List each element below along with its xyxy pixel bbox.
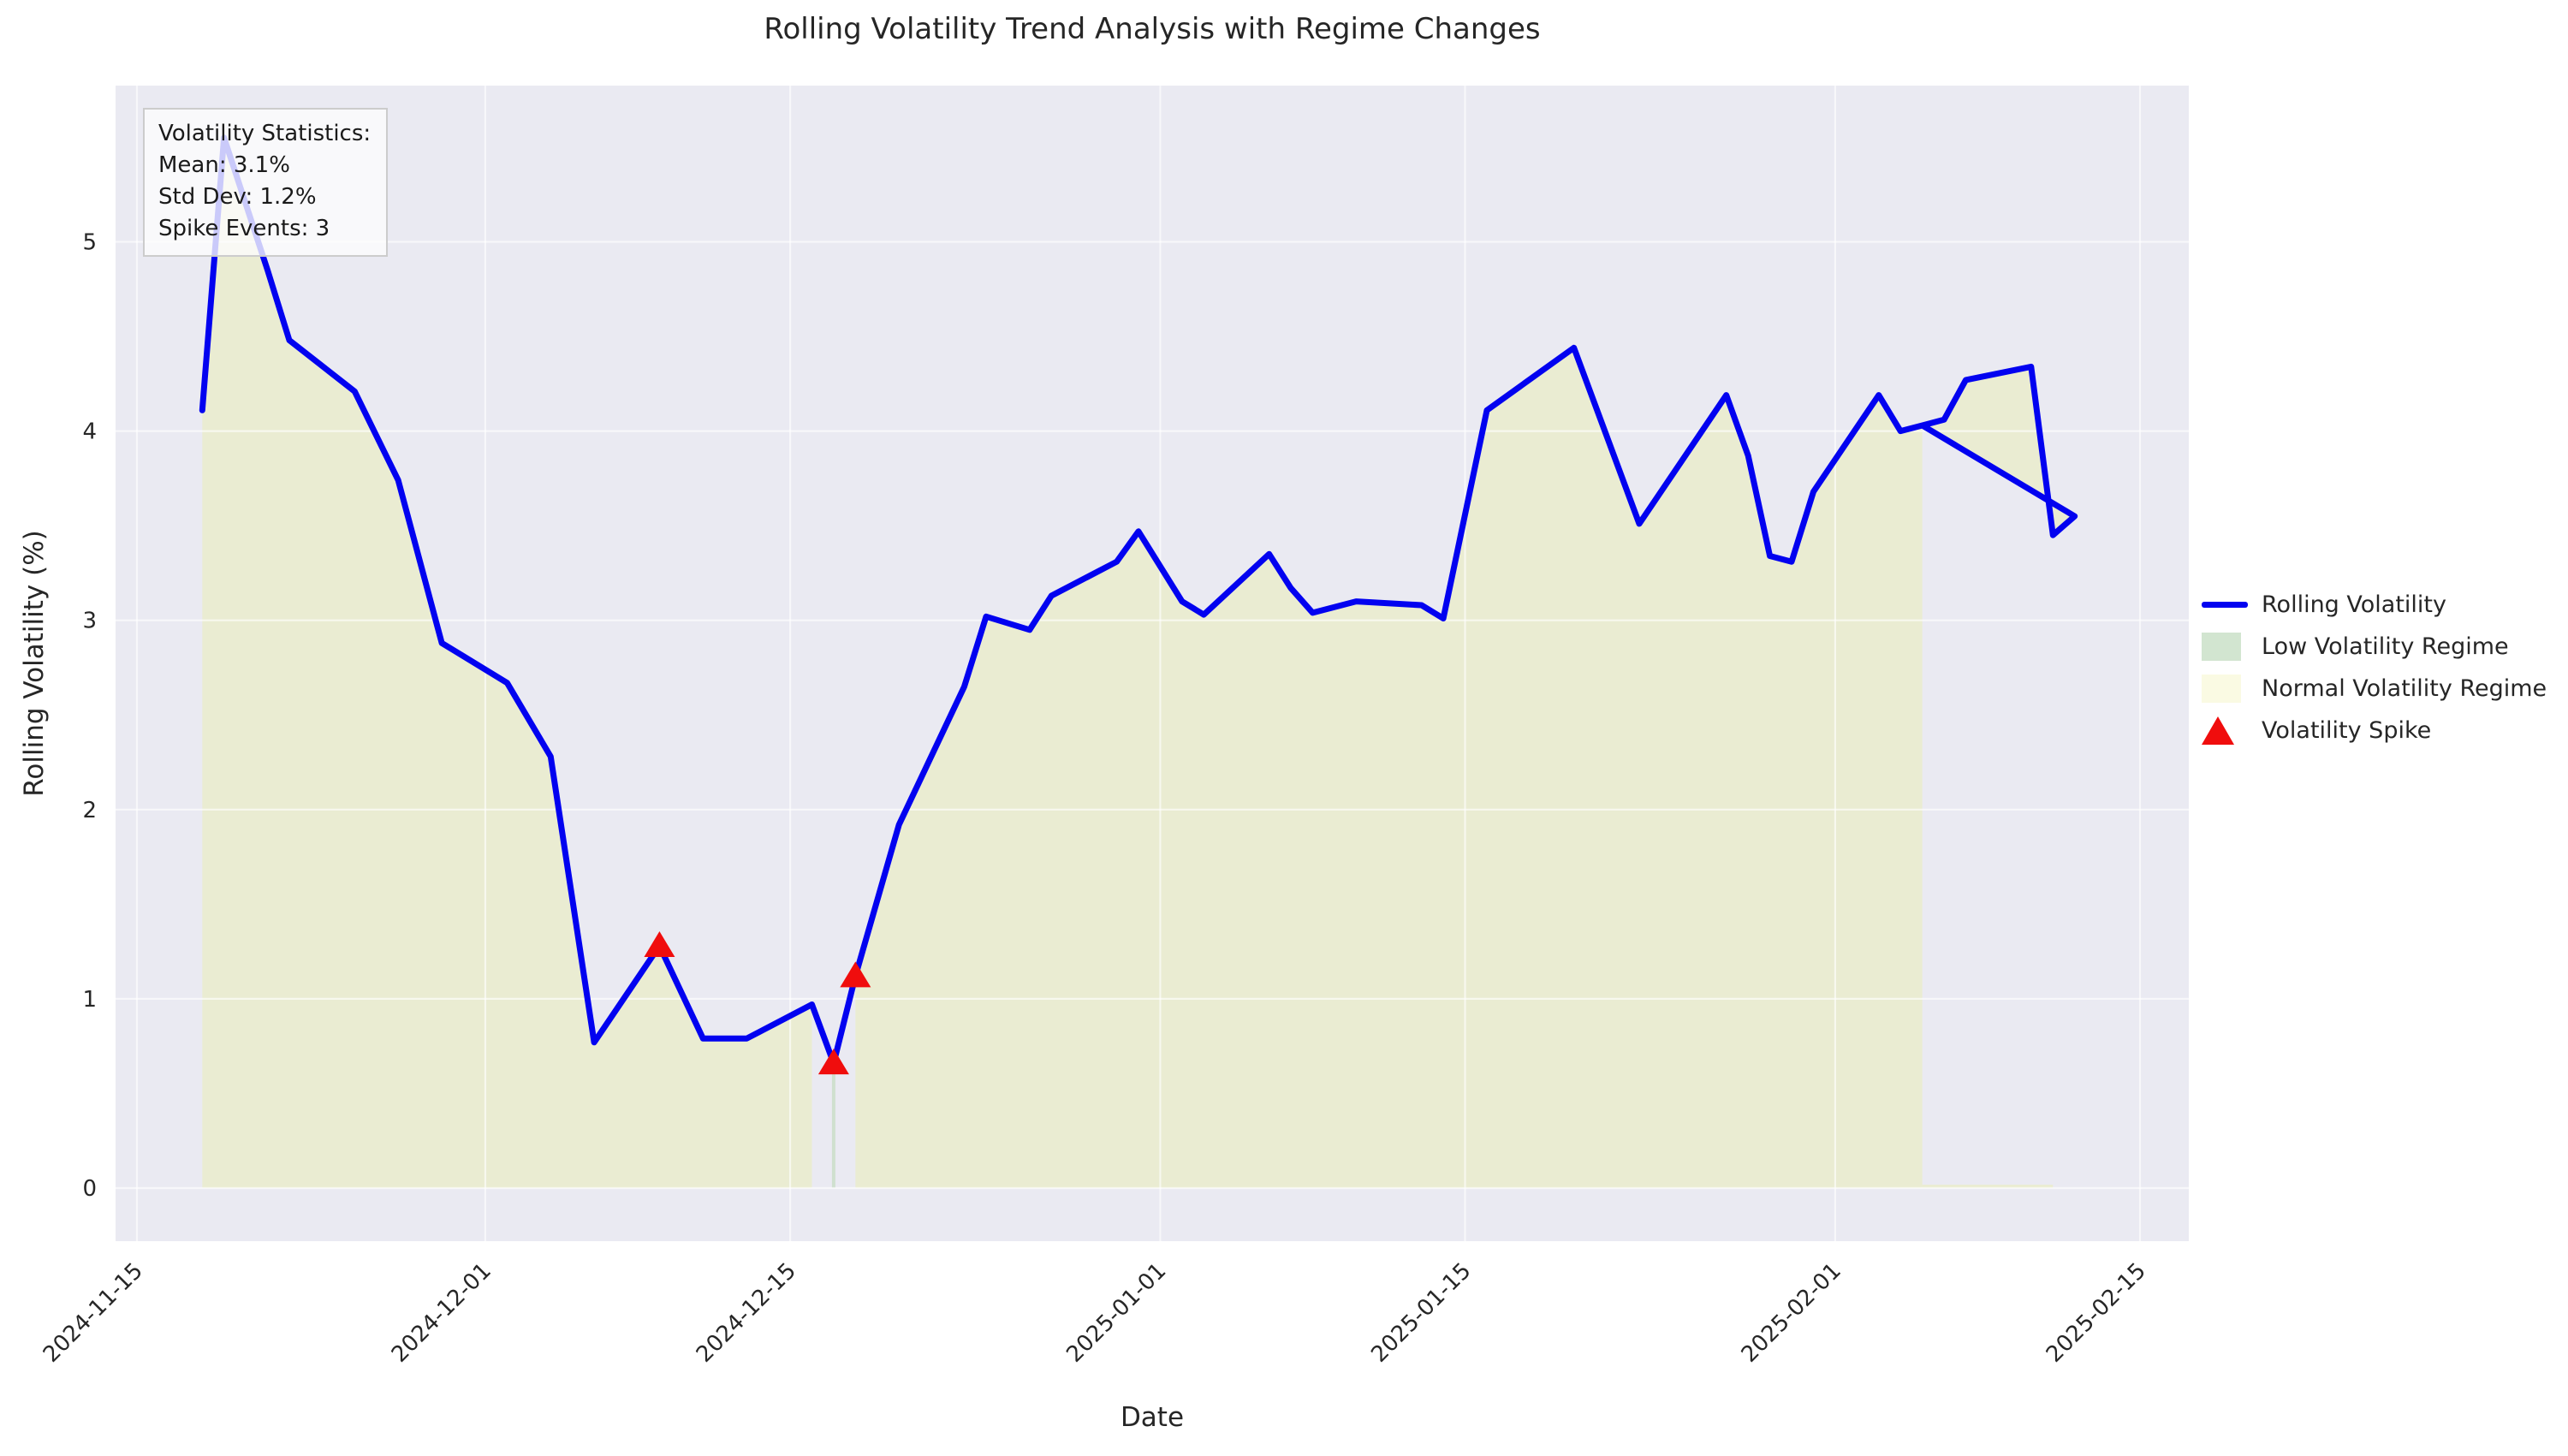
line-swatch-icon (2202, 602, 2250, 608)
volatility-spike-marker (840, 961, 871, 988)
legend-label: Volatility Spike (2262, 717, 2432, 744)
legend-item-low-volatility-regime: Low Volatility Regime (2202, 626, 2547, 668)
red-triangle-icon (2202, 716, 2250, 745)
legend-label: Normal Volatility Regime (2262, 675, 2547, 702)
green-patch-icon (2202, 633, 2250, 661)
y-tick-label: 3 (82, 609, 97, 634)
stats-mean: Mean: 3.1% (158, 152, 290, 178)
y-axis-label: Rolling Volatility (%) (19, 530, 50, 797)
stats-spike-events: Spike Events: 3 (158, 216, 330, 241)
chart-title: Rolling Volatility Trend Analysis with R… (764, 12, 1541, 46)
stats-std-dev: Std Dev: 1.2% (158, 184, 317, 210)
x-tick-label: 2024-12-15 (692, 1258, 801, 1368)
legend-label: Rolling Volatility (2262, 591, 2446, 618)
legend-item-volatility-spike: Volatility Spike (2202, 710, 2547, 752)
x-tick-label: 2024-11-15 (39, 1258, 148, 1368)
y-tick-label: 2 (82, 798, 97, 823)
normal-regime-baseline-strip (1922, 1185, 2054, 1188)
y-tick-label: 0 (82, 1176, 97, 1202)
volatility-spike-marker (644, 930, 675, 957)
x-tick-label: 2025-01-15 (1366, 1258, 1476, 1368)
x-tick-label: 2025-02-15 (2042, 1258, 2151, 1368)
legend-item-rolling-volatility: Rolling Volatility (2202, 584, 2547, 626)
legend-item-normal-volatility-regime: Normal Volatility Regime (2202, 668, 2547, 710)
stats-heading: Volatility Statistics: (158, 121, 372, 146)
x-tick-label: 2025-02-01 (1737, 1258, 1846, 1368)
legend: Rolling Volatility Low Volatility Regime… (2202, 584, 2547, 752)
y-tick-label: 4 (82, 419, 97, 445)
y-tick-label: 5 (82, 230, 97, 256)
volatility-spike-marker (817, 1049, 849, 1075)
normal-regime-fill (202, 137, 812, 1188)
x-axis-label: Date (1120, 1402, 1185, 1433)
legend-label: Low Volatility Regime (2262, 633, 2509, 660)
volatility-statistics-box: Volatility Statistics: Mean: 3.1% Std De… (143, 108, 389, 257)
x-tick-label: 2025-01-01 (1061, 1258, 1171, 1368)
y-tick-label: 1 (82, 987, 97, 1013)
rolling-volatility-line (199, 134, 2078, 1067)
yellow-patch-icon (2202, 675, 2250, 703)
low-regime-fill (831, 1063, 835, 1188)
x-tick-label: 2024-12-01 (387, 1258, 496, 1368)
